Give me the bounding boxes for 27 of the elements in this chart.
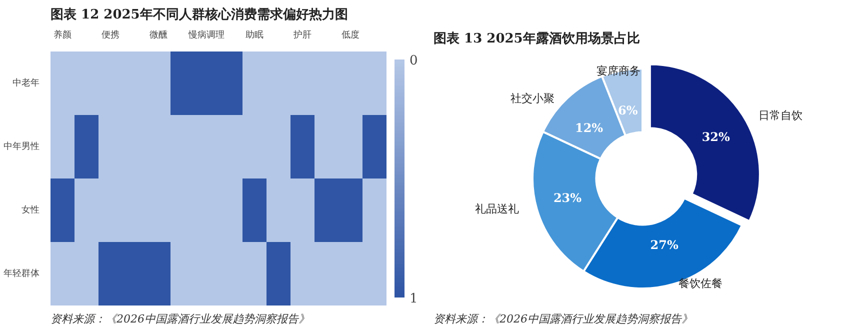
slice-label: 宴席商务 <box>596 64 640 78</box>
slice-label: 日常自饮 <box>758 109 803 122</box>
y-tick-label: 年轻群体 <box>4 268 40 279</box>
chart-title: 图表 13 2025年露酒饮用场景占比 <box>434 30 640 46</box>
data-label: 27% <box>650 238 679 252</box>
y-tick-label: 中老年 <box>12 77 40 88</box>
text: 资料来源：《2026中国露酒行业发展趋势洞察报告》 <box>434 312 692 326</box>
y-tick-label: 女性 <box>22 204 40 216</box>
y-tick-label: 中年男性 <box>4 140 40 152</box>
color-bar-label: 1 <box>410 292 418 306</box>
data-label: 12% <box>574 120 604 135</box>
color-bar-label: 0 <box>410 54 418 68</box>
x-tick-label: 助眠 <box>246 30 264 40</box>
x-tick-label: 养颜 <box>54 30 72 40</box>
x-tick-label: 慢病调理 <box>188 30 224 40</box>
slice-label: 社交小聚 <box>510 92 554 106</box>
x-tick-label: 低度 <box>342 30 360 40</box>
x-tick-label: 便携 <box>102 30 120 40</box>
text: 资料来源：《2026中国露酒行业发展趋势洞察报告》 <box>50 312 310 326</box>
x-tick-label: 护肝 <box>292 30 312 40</box>
x-tick-label: 微醺 <box>150 30 168 40</box>
chart-title: 图表 12 2025年不同人群核心消费需求偏好热力图 <box>50 6 348 22</box>
data-label: 23% <box>553 190 582 205</box>
slice-label: 餐饮佐餐 <box>678 277 722 290</box>
data-label: 6% <box>618 103 638 118</box>
slice-label: 礼品送礼 <box>474 202 519 216</box>
data-label: 32% <box>702 130 731 144</box>
